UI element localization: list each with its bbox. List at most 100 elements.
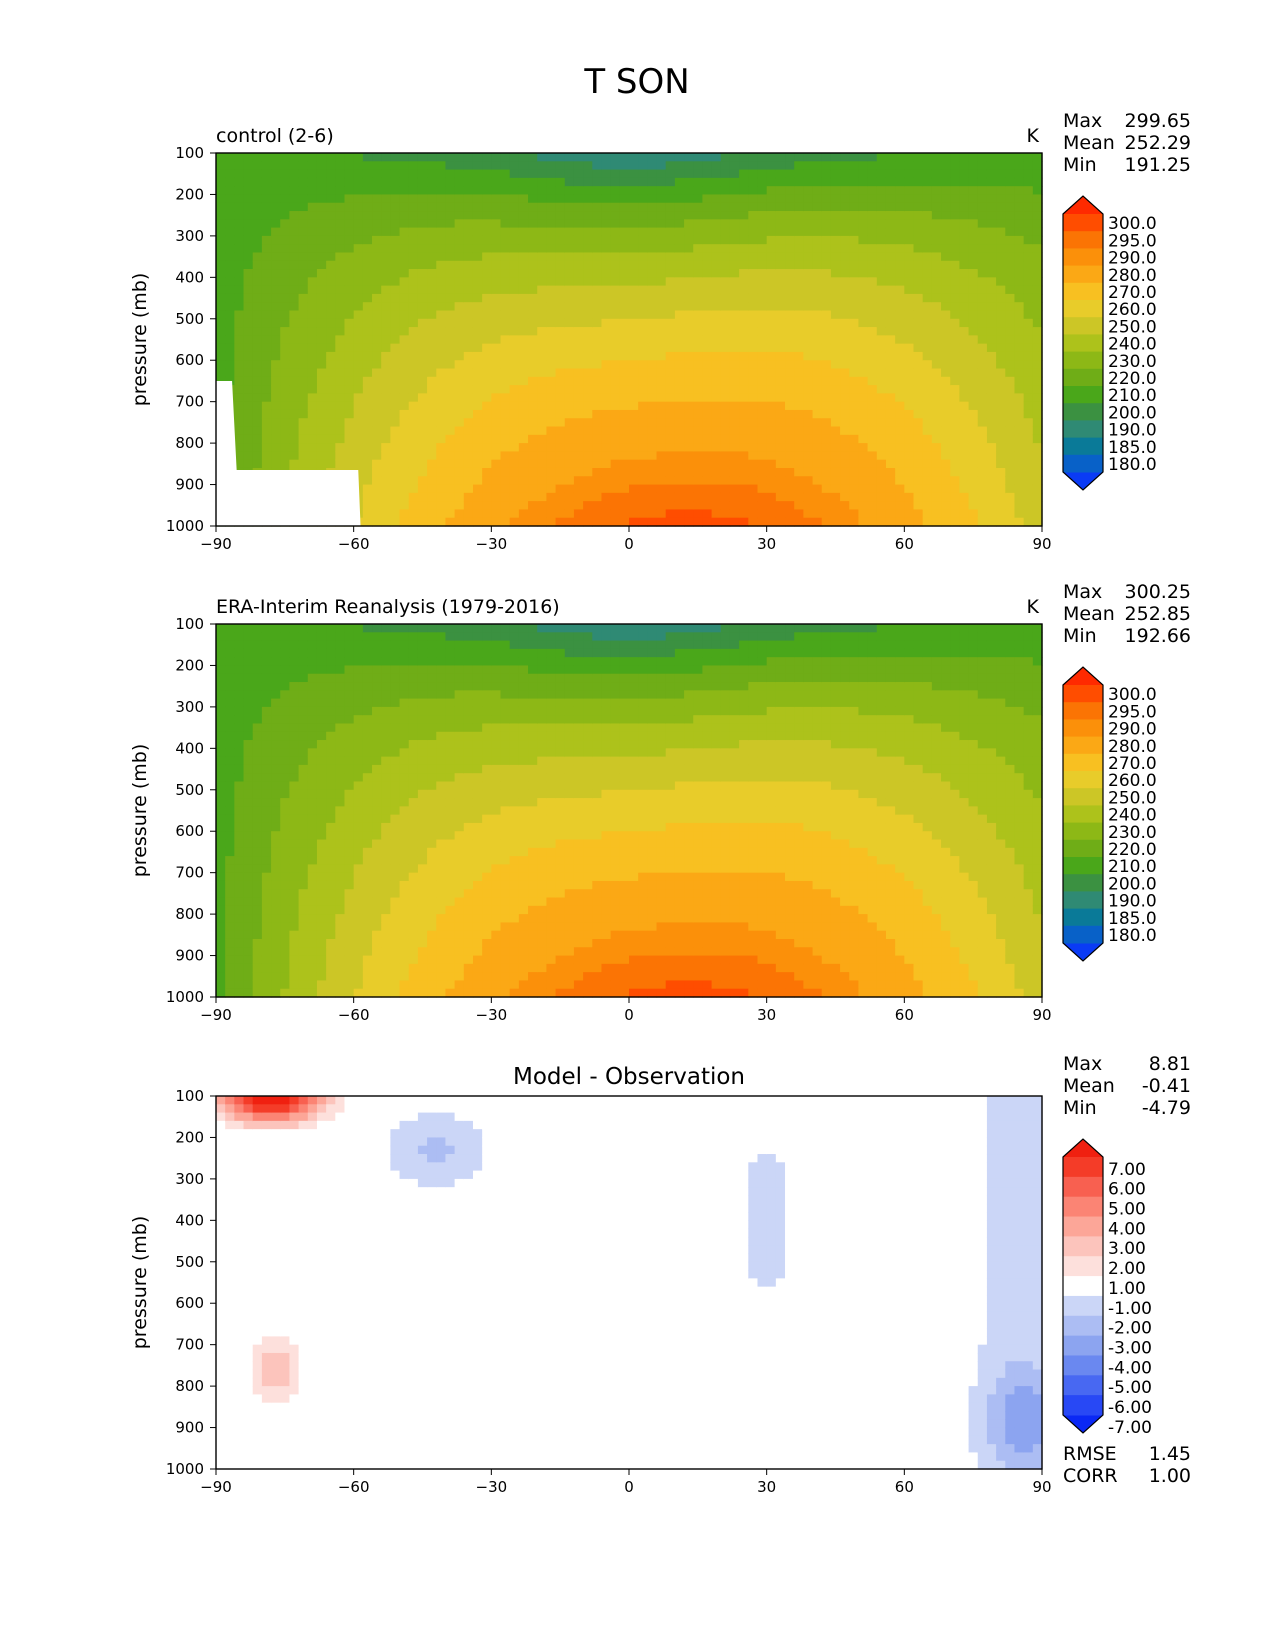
contour-cell	[307, 368, 318, 378]
contour-cell	[803, 467, 814, 477]
contour-cell	[876, 376, 887, 386]
contour-cell	[271, 905, 281, 915]
contour-cell	[216, 302, 226, 312]
contour-cell	[307, 938, 318, 948]
contour-cell	[941, 335, 951, 345]
contour-cell	[326, 764, 336, 774]
contour-cell	[261, 922, 272, 932]
contour-cell	[885, 443, 896, 452]
contour-cell	[996, 385, 1006, 394]
contour-cell	[316, 624, 327, 633]
contour-cell	[601, 277, 612, 287]
contour-cell	[610, 260, 621, 270]
contour-cell	[913, 418, 924, 428]
contour-cell	[1005, 252, 1016, 262]
contour-cell	[913, 211, 924, 220]
contour-cell	[252, 963, 263, 973]
contour-cell	[298, 864, 309, 874]
contour-cell	[895, 501, 905, 511]
contour-cell	[316, 186, 327, 196]
contour-cell	[362, 806, 373, 816]
contour-cell	[372, 748, 382, 758]
contour-cell	[372, 922, 382, 932]
contour-cell	[941, 401, 951, 411]
contour-cell	[1005, 260, 1016, 270]
contour-cell	[427, 310, 437, 320]
contour-cell	[629, 393, 639, 403]
contour-cell	[674, 244, 685, 254]
contour-cell	[445, 194, 456, 204]
contour-cell	[353, 227, 364, 237]
contour-cell	[335, 343, 346, 353]
contour-cell	[537, 186, 547, 196]
contour-cell	[757, 202, 768, 212]
contour-cell	[583, 169, 593, 179]
contour-cell	[225, 731, 235, 741]
contour-cell	[1032, 293, 1043, 303]
contour-cell	[1005, 517, 1016, 527]
contour-cell	[895, 194, 905, 204]
contour-cell	[830, 476, 841, 486]
contour-cell	[729, 153, 740, 162]
contour-cell	[941, 177, 951, 187]
contour-cell	[243, 690, 254, 700]
contour-cell	[326, 351, 336, 361]
contour-cell	[656, 467, 667, 477]
contour-cell	[344, 244, 355, 254]
contour-cell	[931, 426, 942, 436]
contour-cell	[528, 153, 538, 162]
contour-cell	[674, 310, 685, 320]
contour-cell	[656, 434, 667, 444]
contour-cell	[234, 773, 245, 783]
contour-cell	[463, 360, 474, 370]
contour-cell	[326, 814, 336, 824]
contour-cell	[702, 451, 713, 461]
contour-cell	[509, 277, 520, 287]
contour-cell	[298, 905, 309, 915]
contour-cell	[225, 153, 235, 162]
contour-cell	[271, 972, 281, 982]
contour-cell	[775, 252, 786, 262]
contour-cell	[372, 302, 382, 312]
contour-cell	[1014, 211, 1025, 220]
contour-cell	[472, 277, 483, 287]
contour-cell	[546, 484, 557, 494]
contour-cell	[225, 285, 235, 295]
contour-cell	[968, 434, 979, 444]
contour-cell	[216, 930, 226, 940]
contour-cell	[518, 161, 529, 171]
contour-cell	[353, 418, 364, 428]
contour-cell	[307, 310, 318, 320]
contour-cell	[381, 517, 391, 527]
contour-cell	[335, 972, 346, 982]
contour-cell	[941, 484, 951, 494]
contour-cell	[344, 343, 355, 353]
contour-cell	[280, 756, 291, 766]
contour-cell	[445, 227, 456, 237]
contour-cell	[656, 277, 667, 287]
contour-cell	[454, 418, 465, 428]
contour-cell	[702, 227, 713, 237]
contour-cell	[271, 161, 281, 171]
contour-cell	[298, 831, 309, 841]
contour-cell	[922, 517, 933, 527]
contour-cell	[225, 277, 235, 287]
contour-cell	[298, 872, 309, 882]
contour-cell	[225, 831, 235, 841]
contour-cell	[381, 657, 391, 667]
contour-cell	[491, 269, 502, 278]
contour-cell	[748, 293, 759, 303]
contour-cell	[849, 318, 860, 328]
contour-cell	[766, 368, 777, 378]
contour-cell	[858, 376, 869, 386]
contour-cell	[885, 492, 896, 502]
contour-cell	[289, 277, 300, 287]
contour-cell	[830, 302, 841, 312]
contour-cell	[647, 443, 658, 452]
contour-cell	[573, 385, 584, 394]
contour-cell	[381, 690, 391, 700]
contour-cell	[528, 335, 538, 345]
contour-cell	[335, 764, 346, 774]
contour-cell	[1023, 434, 1034, 444]
contour-cell	[986, 459, 997, 469]
